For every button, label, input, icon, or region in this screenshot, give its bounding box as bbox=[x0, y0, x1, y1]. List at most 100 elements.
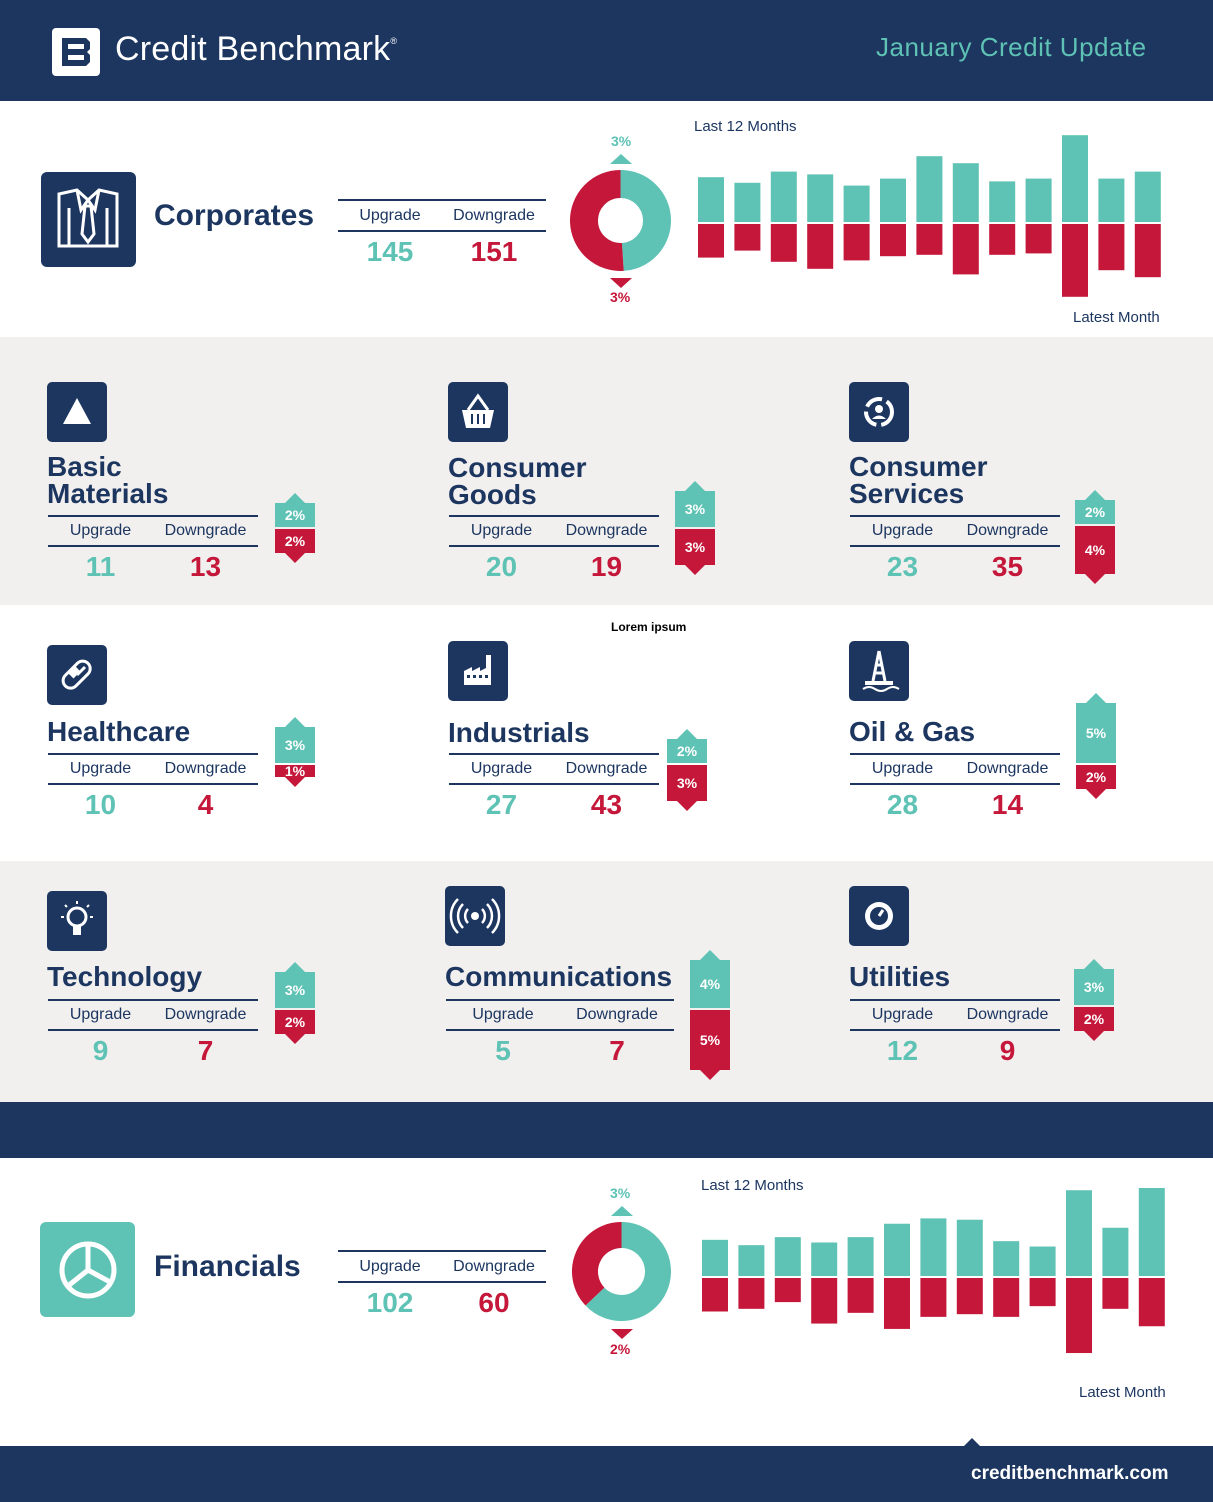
service-cycle-icon bbox=[864, 397, 894, 427]
financials-upgrade-downgrade-table: Upgrade Downgrade 102 60 bbox=[338, 1250, 546, 1323]
downgrade-bar bbox=[847, 1278, 874, 1313]
sector-title-line1: Healthcare bbox=[47, 716, 191, 747]
sector-upgrade-downgrade-table: Upgrade Downgrade 11 13 bbox=[48, 515, 258, 587]
downgrade-bar bbox=[1029, 1278, 1056, 1307]
upgrade-bar bbox=[1134, 171, 1161, 222]
signal-icon bbox=[449, 898, 501, 934]
downgrade-bar bbox=[1138, 1278, 1165, 1327]
sector-upgrade-downgrade-table: Upgrade Downgrade 10 4 bbox=[48, 753, 258, 825]
sector-up-pct: 2% bbox=[667, 739, 707, 763]
financials-title: Financials bbox=[154, 1250, 301, 1283]
sector-upgrade-downgrade-table: Upgrade Downgrade 20 19 bbox=[449, 515, 659, 587]
downgrade-bar bbox=[843, 224, 870, 261]
sector-change-indicator: 3% 2% bbox=[275, 962, 315, 1044]
lightbulb-icon bbox=[61, 901, 93, 935]
downgrade-header: Downgrade bbox=[164, 522, 247, 539]
up-arrow-icon bbox=[285, 493, 305, 503]
sector-icon-tile bbox=[849, 886, 909, 946]
downgrade-bar bbox=[1025, 224, 1052, 254]
sector-change-indicator: 3% 3% bbox=[675, 481, 715, 575]
downgrade-bar bbox=[920, 1278, 947, 1317]
downgrade-bar bbox=[811, 1278, 838, 1324]
sector-band-3 bbox=[0, 861, 1213, 1102]
sector-downgrade-value: 4 bbox=[197, 789, 214, 820]
upgrade-header: Upgrade bbox=[470, 760, 533, 777]
down-arrow-icon bbox=[610, 278, 632, 288]
corporates-title: Corporates bbox=[154, 199, 315, 232]
financials-downgrade-pct: 2% bbox=[610, 1341, 631, 1357]
upgrade-header: Upgrade bbox=[472, 1006, 534, 1023]
downgrade-bar bbox=[698, 224, 724, 258]
upgrade-header: Upgrade bbox=[359, 206, 421, 224]
sector-down-pct: 2% bbox=[275, 1010, 315, 1034]
footer-bar bbox=[0, 1446, 1213, 1502]
sector-icon-tile bbox=[448, 641, 508, 701]
separator-band bbox=[0, 1102, 1213, 1158]
sector-title-line1: Consumer bbox=[448, 452, 587, 483]
sector-band-1 bbox=[0, 337, 1213, 605]
sector-change-indicator: 4% 5% bbox=[690, 950, 730, 1080]
up-arrow-icon bbox=[1086, 693, 1106, 703]
upgrade-bar bbox=[843, 185, 870, 222]
upgrade-bar bbox=[880, 178, 906, 222]
sector-icon-tile bbox=[47, 645, 107, 705]
downgrade-bar bbox=[1066, 1278, 1092, 1354]
downgrade-bar bbox=[880, 224, 906, 257]
down-arrow-icon bbox=[700, 1070, 720, 1080]
financials-upgrade-value: 102 bbox=[366, 1287, 414, 1318]
factory-icon bbox=[464, 655, 491, 685]
header-bar bbox=[0, 0, 1213, 101]
upgrade-bar bbox=[1062, 135, 1088, 222]
sector-title-line1: Consumer bbox=[849, 451, 988, 482]
sector-title: Consumer Services bbox=[849, 451, 988, 509]
sector-down-pct: 2% bbox=[1074, 1007, 1114, 1031]
footer-url-link[interactable]: creditbenchmark.com bbox=[971, 1463, 1169, 1484]
downgrade-bar bbox=[734, 224, 761, 251]
down-arrow-icon bbox=[1086, 789, 1106, 799]
up-arrow-icon bbox=[700, 950, 720, 960]
corporates-icon-tile bbox=[41, 172, 136, 267]
sector-downgrade-value: 43 bbox=[590, 789, 623, 820]
sector-title: Industrials bbox=[448, 717, 590, 748]
sector-change-indicator: 5% 2% bbox=[1076, 693, 1116, 799]
sector-change-indicator: 2% 4% bbox=[1075, 490, 1115, 584]
sector-title-line2: Goods bbox=[448, 479, 537, 510]
sector-up-pct: 2% bbox=[275, 503, 315, 527]
upgrade-bar bbox=[916, 156, 943, 222]
corporates-chart-xlabel: Latest Month bbox=[1073, 309, 1160, 326]
sector-change-indicator: 2% 2% bbox=[275, 493, 315, 563]
sector-icon-tile bbox=[849, 382, 909, 442]
upgrade-bar bbox=[1098, 178, 1125, 222]
up-arrow-icon bbox=[685, 481, 705, 491]
downgrade-bar bbox=[1062, 224, 1088, 297]
sector-title-line1: Utilities bbox=[849, 961, 951, 992]
footer-notch bbox=[962, 1438, 982, 1448]
sector-icon-tile bbox=[448, 382, 508, 442]
sector-title: Communications bbox=[445, 963, 672, 991]
sector-upgrade-value: 5 bbox=[495, 1035, 511, 1066]
sector-down-pct: 3% bbox=[667, 765, 707, 801]
upgrade-header: Upgrade bbox=[69, 522, 132, 539]
downgrade-header: Downgrade bbox=[966, 1006, 1049, 1023]
gauge-icon bbox=[865, 902, 893, 930]
sector-down-pct: 2% bbox=[275, 529, 315, 553]
sector-up-pct: 3% bbox=[275, 972, 315, 1008]
sector-up-pct: 4% bbox=[690, 960, 730, 1008]
upgrade-bar bbox=[1138, 1188, 1165, 1276]
downgrade-header: Downgrade bbox=[565, 760, 648, 777]
sector-icon-tile bbox=[445, 886, 505, 946]
financials-icon-tile bbox=[40, 1222, 135, 1317]
sector-upgrade-value: 27 bbox=[485, 789, 518, 820]
sector-down-pct: 5% bbox=[690, 1010, 730, 1070]
downgrade-header: Downgrade bbox=[576, 1006, 658, 1023]
sector-title-line1: Industrials bbox=[448, 717, 590, 748]
credit-benchmark-logo-icon bbox=[52, 28, 100, 76]
sector-upgrade-value: 28 bbox=[886, 789, 919, 820]
down-arrow-icon bbox=[1084, 1031, 1104, 1041]
downgrade-header: Downgrade bbox=[164, 760, 247, 777]
corporates-upgrade-downgrade-table: Upgrade Downgrade 145 151 bbox=[338, 199, 546, 272]
sector-icon-tile bbox=[47, 382, 107, 442]
sector-title-line2: Services bbox=[849, 478, 965, 509]
sector-upgrade-value: 23 bbox=[886, 551, 919, 582]
sector-up-pct: 3% bbox=[1074, 969, 1114, 1005]
